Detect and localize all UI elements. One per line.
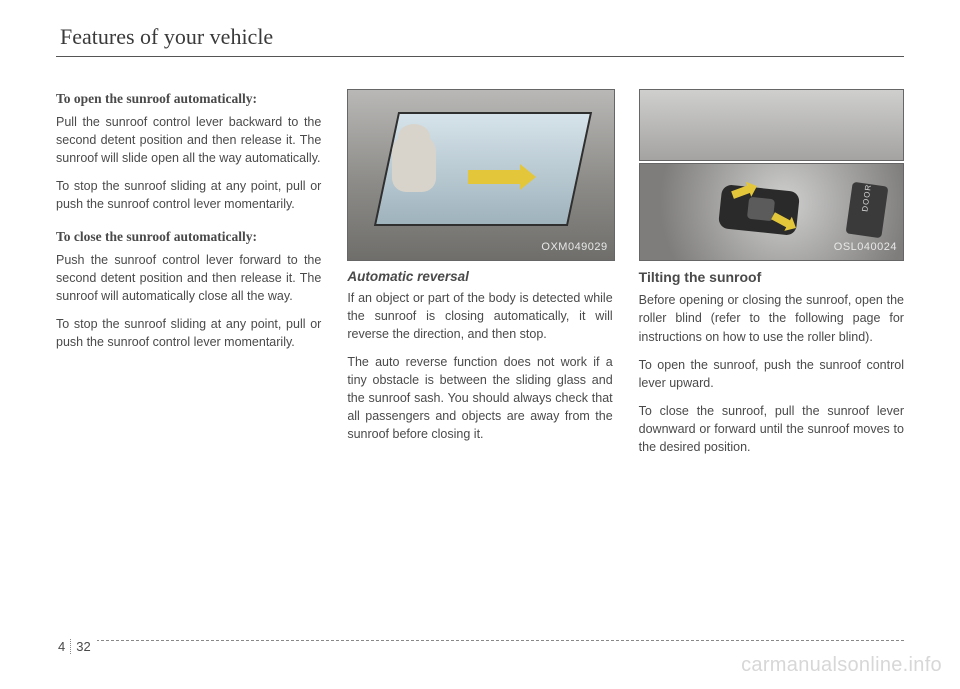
footer-dashed-line: 432: [56, 640, 904, 641]
col1-heading-close: To close the sunroof automatically:: [56, 227, 321, 247]
col1-para-1: Pull the sunroof control lever backward …: [56, 113, 321, 167]
control-knob-illustration: [747, 197, 775, 222]
figure-automatic-reversal: OXM049029: [347, 89, 614, 261]
col1-para-2: To stop the sunroof sliding at any point…: [56, 177, 321, 213]
col1-heading-open: To open the sunroof automatically:: [56, 89, 321, 109]
section-number: 4: [56, 639, 71, 654]
col3-para-3: To close the sunroof, pull the sunroof l…: [639, 402, 904, 456]
col1-para-4: To stop the sunroof sliding at any point…: [56, 315, 321, 351]
col2-para-2: The auto reverse function does not work …: [347, 353, 612, 444]
content-columns: To open the sunroof automatically: Pull …: [56, 89, 904, 466]
chapter-title: Features of your vehicle: [60, 24, 904, 50]
title-rule: [56, 56, 904, 57]
col3-para-1: Before opening or closing the sunroof, o…: [639, 291, 904, 345]
figure-sunroof-control: DOOR OSL040024: [639, 163, 904, 261]
direction-arrow-icon: [468, 170, 522, 184]
col2-heading: Automatic reversal: [347, 267, 612, 287]
column-3: DOOR OSL040024 Tilting the sunroof Befor…: [639, 89, 904, 466]
col2-para-1: If an object or part of the body is dete…: [347, 289, 612, 343]
column-2: OXM049029 Automatic reversal If an objec…: [347, 89, 612, 466]
figure-roof-exterior: [639, 89, 904, 161]
figure-tilting-sunroof: DOOR OSL040024: [639, 89, 904, 261]
page-number: 4 32: [56, 639, 97, 654]
col3-para-2: To open the sunroof, push the sunroof co…: [639, 356, 904, 392]
teddy-illustration: [392, 134, 436, 192]
watermark: carmanualsonline.info: [741, 654, 942, 677]
figure-label-1: OXM049029: [541, 240, 607, 256]
col3-heading: Tilting the sunroof: [639, 267, 904, 287]
figure-label-2: OSL040024: [834, 240, 897, 256]
page-number-value: 32: [76, 639, 90, 654]
page-footer: 432: [0, 640, 960, 641]
col1-para-3: Push the sunroof control lever forward t…: [56, 251, 321, 305]
column-1: To open the sunroof automatically: Pull …: [56, 89, 321, 466]
